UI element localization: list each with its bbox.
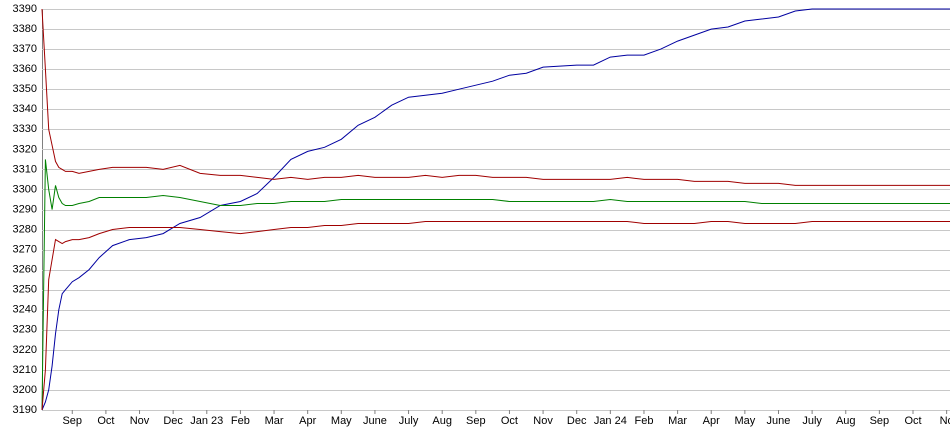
y-tick-label: 3300 <box>13 183 37 195</box>
x-tick-label: Mar <box>265 415 284 427</box>
y-tick-label: 3230 <box>13 324 37 336</box>
x-tick-label: Apr <box>703 415 720 427</box>
x-tick-label: Jan 23 <box>190 415 223 427</box>
x-tick-label: Nov <box>130 415 150 427</box>
x-tick-label: Jan 24 <box>594 415 627 427</box>
x-tick-label: Feb <box>634 415 653 427</box>
x-tick-label: Sep <box>62 415 82 427</box>
y-tick-label: 3320 <box>13 143 37 155</box>
x-tick-label: Nov <box>533 415 553 427</box>
x-tick-label: May <box>331 415 352 427</box>
x-tick-label: Oct <box>97 415 114 427</box>
x-tick-label: Feb <box>231 415 250 427</box>
x-tick-label: Dec <box>163 415 183 427</box>
y-tick-label: 3330 <box>13 123 37 135</box>
series-line <box>41 8 950 186</box>
y-tick-label: 3220 <box>13 344 37 356</box>
x-tick-label: Sep <box>870 415 890 427</box>
x-tick-label: Aug <box>836 415 856 427</box>
y-tick-label: 3370 <box>13 43 37 55</box>
y-tick-label: 3280 <box>13 223 37 235</box>
x-tick-label: June <box>363 415 387 427</box>
x-tick-label: Aug <box>432 415 452 427</box>
y-tick-label: 3340 <box>13 103 37 115</box>
y-tick-label: 3390 <box>13 3 37 15</box>
y-tick-label: 3250 <box>13 284 37 296</box>
y-tick-label: 3290 <box>13 203 37 215</box>
y-tick-label: 3270 <box>13 244 37 256</box>
x-tick-label: Sep <box>466 415 486 427</box>
x-tick-label: July <box>399 415 419 427</box>
series-line <box>41 8 950 411</box>
x-tick-label: No <box>940 415 950 427</box>
y-tick-label: 3210 <box>13 364 37 376</box>
y-tick-label: 3190 <box>13 404 37 416</box>
series-line <box>41 221 950 411</box>
x-tick-label: Dec <box>567 415 587 427</box>
x-tick-label: June <box>767 415 791 427</box>
x-tick-label: Oct <box>501 415 518 427</box>
x-tick-label: Mar <box>668 415 687 427</box>
x-tick-label: May <box>734 415 755 427</box>
x-tick-label: Oct <box>904 415 921 427</box>
series-line <box>41 159 950 411</box>
y-tick-label: 3380 <box>13 23 37 35</box>
y-tick-label: 3240 <box>13 304 37 316</box>
x-tick-label: July <box>802 415 822 427</box>
y-tick-label: 3360 <box>13 63 37 75</box>
y-tick-label: 3350 <box>13 83 37 95</box>
x-tick-label: Apr <box>299 415 316 427</box>
y-tick-label: 3200 <box>13 384 37 396</box>
y-tick-label: 3310 <box>13 163 37 175</box>
y-tick-label: 3260 <box>13 264 37 276</box>
